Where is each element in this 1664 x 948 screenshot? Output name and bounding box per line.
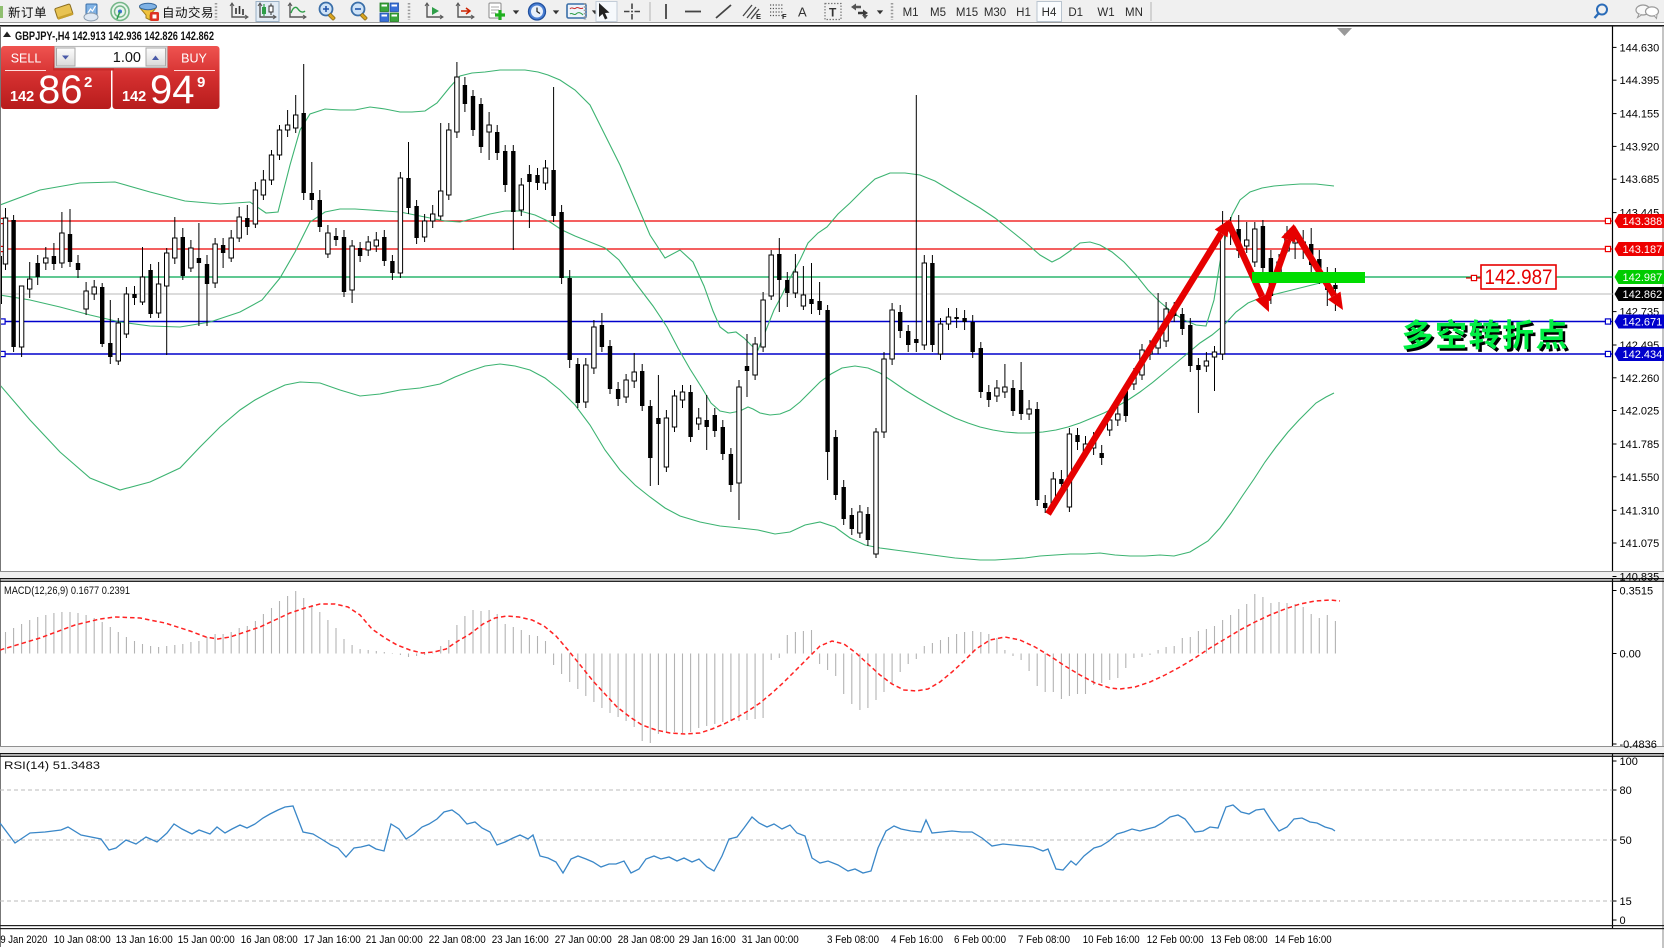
svg-text:M15: M15 — [956, 7, 978, 19]
svg-text:BUY: BUY — [181, 52, 207, 66]
svg-text:4 Feb 16:00: 4 Feb 16:00 — [891, 934, 943, 946]
svg-text:100: 100 — [1620, 756, 1638, 768]
svg-text:141.550: 141.550 — [1620, 472, 1660, 484]
svg-text:144.155: 144.155 — [1620, 109, 1660, 121]
svg-text:SELL: SELL — [11, 52, 42, 66]
svg-text:13 Feb 08:00: 13 Feb 08:00 — [1211, 934, 1268, 946]
svg-text:15: 15 — [1620, 896, 1632, 908]
svg-text:6 Feb 00:00: 6 Feb 00:00 — [954, 934, 1006, 946]
svg-text:10 Feb 16:00: 10 Feb 16:00 — [1083, 934, 1140, 946]
svg-text:86: 86 — [38, 68, 83, 112]
svg-text:27 Jan 00:00: 27 Jan 00:00 — [555, 934, 612, 946]
svg-text:80: 80 — [1620, 785, 1632, 797]
svg-text:H4: H4 — [1042, 7, 1057, 19]
svg-text:10 Jan 08:00: 10 Jan 08:00 — [54, 934, 111, 946]
svg-text:141.310: 141.310 — [1620, 505, 1660, 517]
svg-text:MN: MN — [1125, 7, 1143, 19]
svg-text:141.785: 141.785 — [1620, 439, 1660, 451]
svg-text:142.862: 142.862 — [1623, 289, 1663, 301]
svg-text:141.075: 141.075 — [1620, 538, 1660, 550]
svg-text:29 Jan 16:00: 29 Jan 16:00 — [679, 934, 736, 946]
svg-text:F: F — [782, 12, 787, 21]
svg-text:H1: H1 — [1016, 7, 1031, 19]
svg-text:E: E — [756, 12, 761, 21]
svg-text:142.987: 142.987 — [1485, 266, 1553, 289]
svg-text:143.187: 143.187 — [1623, 244, 1663, 256]
svg-text:13 Jan 16:00: 13 Jan 16:00 — [116, 934, 173, 946]
svg-text:142: 142 — [10, 89, 34, 105]
svg-text:9 Jan 2020: 9 Jan 2020 — [0, 934, 47, 946]
svg-text:15 Jan 00:00: 15 Jan 00:00 — [178, 934, 235, 946]
svg-text:2: 2 — [84, 74, 92, 91]
svg-text:-0.4836: -0.4836 — [1620, 739, 1657, 751]
svg-text:94: 94 — [150, 68, 195, 112]
svg-text:0: 0 — [1620, 915, 1626, 927]
svg-text:16 Jan 08:00: 16 Jan 08:00 — [241, 934, 298, 946]
svg-text:3 Feb 08:00: 3 Feb 08:00 — [827, 934, 879, 946]
svg-text:142.025: 142.025 — [1620, 406, 1660, 418]
svg-text:142.671: 142.671 — [1623, 317, 1663, 329]
svg-text:T: T — [829, 6, 837, 20]
svg-text:144.395: 144.395 — [1620, 75, 1660, 87]
svg-text:M30: M30 — [984, 7, 1006, 19]
svg-text:7 Feb 08:00: 7 Feb 08:00 — [1018, 934, 1070, 946]
svg-text:142: 142 — [122, 89, 146, 105]
svg-text:1.00: 1.00 — [113, 50, 141, 66]
svg-text:0.3515: 0.3515 — [1620, 586, 1654, 598]
svg-text:MACD(12,26,9) 0.1677 0.2391: MACD(12,26,9) 0.1677 0.2391 — [4, 585, 130, 597]
svg-text:143.685: 143.685 — [1620, 174, 1660, 186]
svg-text:142.260: 142.260 — [1620, 373, 1660, 385]
svg-text:50: 50 — [1620, 835, 1632, 847]
svg-text:21 Jan 00:00: 21 Jan 00:00 — [366, 934, 423, 946]
svg-text:143.920: 143.920 — [1620, 141, 1660, 153]
svg-text:144.630: 144.630 — [1620, 42, 1660, 54]
svg-text:M1: M1 — [903, 7, 919, 19]
svg-text:0.00: 0.00 — [1620, 649, 1641, 661]
svg-text:D1: D1 — [1068, 7, 1083, 19]
svg-text:9: 9 — [197, 74, 205, 91]
svg-text:23 Jan 16:00: 23 Jan 16:00 — [492, 934, 549, 946]
svg-text:14 Feb 16:00: 14 Feb 16:00 — [1275, 934, 1332, 946]
svg-text:M5: M5 — [930, 7, 946, 19]
svg-text:17 Jan 16:00: 17 Jan 16:00 — [304, 934, 361, 946]
svg-text:28 Jan 08:00: 28 Jan 08:00 — [618, 934, 675, 946]
svg-text:RSI(14) 51.3483: RSI(14) 51.3483 — [4, 760, 100, 772]
svg-text:W1: W1 — [1097, 7, 1114, 19]
svg-text:140.835: 140.835 — [1620, 572, 1660, 584]
svg-text:143.388: 143.388 — [1623, 216, 1663, 228]
svg-text:142.434: 142.434 — [1623, 349, 1663, 361]
svg-text:A: A — [798, 5, 807, 20]
svg-text:142.987: 142.987 — [1623, 272, 1663, 284]
svg-text:31 Jan 00:00: 31 Jan 00:00 — [742, 934, 799, 946]
svg-text:GBPJPY-,H4 142.913 142.936 142: GBPJPY-,H4 142.913 142.936 142.826 142.8… — [15, 31, 214, 43]
svg-text:12 Feb 00:00: 12 Feb 00:00 — [1147, 934, 1204, 946]
svg-text:22 Jan 08:00: 22 Jan 08:00 — [429, 934, 486, 946]
